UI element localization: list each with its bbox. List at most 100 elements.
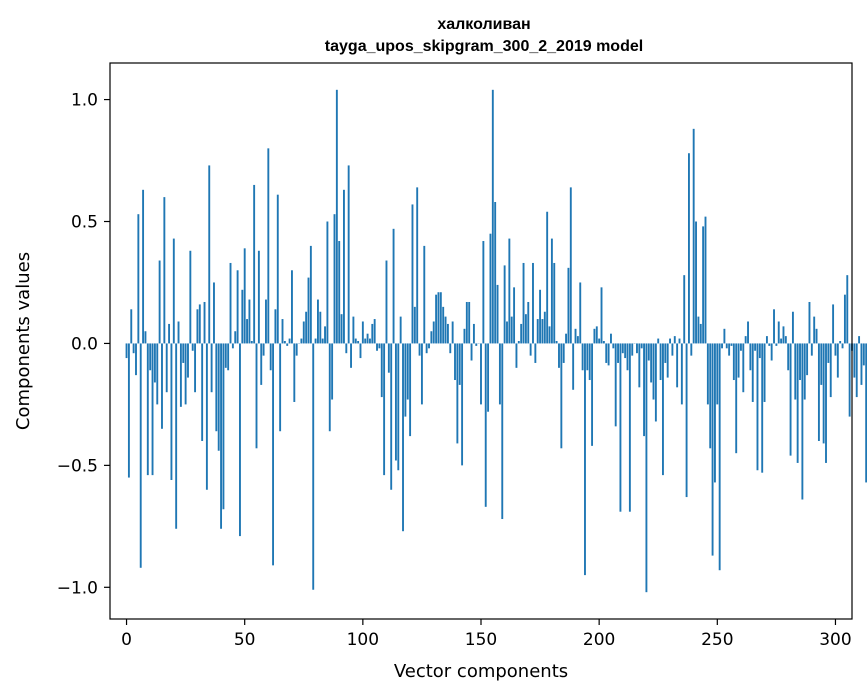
bar-213	[628, 343, 631, 512]
bar-313	[865, 343, 867, 483]
x-axis-ticks: 0 50 100 150 200 250 300	[121, 619, 852, 650]
bar-75	[302, 321, 305, 344]
bar-128	[428, 343, 430, 349]
bar-119	[406, 343, 409, 400]
bar-310	[858, 336, 861, 344]
bar-96	[352, 316, 355, 344]
bar-214	[631, 343, 634, 356]
bar-176	[541, 319, 544, 344]
bar-34	[205, 343, 208, 490]
bar-157	[496, 284, 499, 344]
bar-232	[673, 336, 676, 344]
bar-1	[127, 343, 130, 478]
bar-192	[579, 282, 582, 344]
bar-139	[454, 343, 456, 381]
bar-83	[321, 338, 324, 344]
bar-135	[444, 316, 447, 344]
bar-41	[222, 343, 225, 510]
bar-201	[600, 287, 603, 344]
bar-13	[156, 343, 159, 405]
bar-281	[789, 343, 792, 456]
bar-300	[834, 343, 837, 356]
bar-156	[494, 202, 497, 344]
bar-112	[390, 343, 393, 490]
bar-141	[458, 343, 461, 385]
bar-140	[456, 343, 459, 444]
bar-284	[796, 343, 799, 463]
bar-58	[262, 343, 265, 356]
bar-35	[208, 165, 211, 344]
bar-257	[732, 343, 735, 381]
bar-113	[392, 228, 395, 344]
y-axis-ticks: −1.0 −0.5 0.0 0.5 1.0	[57, 91, 110, 598]
bar-245	[704, 216, 707, 344]
bar-266	[754, 343, 757, 351]
bar-26	[187, 343, 189, 378]
bar-95	[350, 343, 352, 368]
bar-276	[777, 321, 780, 344]
bar-231	[671, 343, 674, 356]
bar-153	[487, 343, 490, 412]
bar-208	[617, 343, 619, 363]
bar-150	[480, 343, 482, 405]
bar-126	[423, 245, 426, 344]
x-tick-label: 300	[819, 630, 851, 650]
bar-154	[489, 233, 492, 344]
bar-239	[690, 343, 693, 356]
bar-151	[482, 241, 485, 344]
bar-238	[688, 153, 690, 344]
bar-249	[714, 343, 716, 483]
bar-309	[855, 343, 858, 398]
bar-188	[569, 187, 572, 344]
bar-233	[676, 343, 679, 388]
bar-102	[366, 333, 369, 344]
bar-168	[522, 262, 525, 344]
bar-194	[584, 343, 586, 576]
bar-189	[572, 343, 575, 390]
bar-169	[524, 314, 527, 344]
bar-269	[761, 343, 764, 473]
bar-105	[373, 319, 376, 344]
bar-167	[520, 323, 523, 344]
bar-155	[491, 89, 494, 344]
bar-235	[680, 343, 683, 405]
bar-25	[184, 343, 187, 405]
bar-204	[607, 343, 610, 366]
bar-223	[652, 343, 655, 400]
bar-282	[791, 311, 794, 344]
bar-71	[293, 343, 296, 402]
bar-292	[815, 328, 818, 344]
bar-89	[335, 89, 338, 344]
bar-45	[231, 343, 234, 349]
bar-15	[161, 343, 163, 429]
bar-101	[364, 338, 367, 344]
bar-206	[612, 343, 615, 349]
bar-142	[461, 343, 464, 466]
bar-302	[839, 341, 842, 344]
bar-164	[513, 287, 516, 344]
bar-299	[832, 304, 835, 344]
bar-90	[338, 241, 341, 344]
bar-265	[751, 343, 754, 402]
bar-283	[794, 343, 797, 400]
bar-2	[130, 309, 133, 344]
bar-51	[246, 319, 248, 344]
bar-227	[662, 343, 664, 476]
bar-20	[172, 238, 175, 344]
bar-118	[404, 343, 407, 417]
x-tick-label: 0	[121, 630, 132, 650]
bar-121	[411, 204, 414, 344]
bar-311	[860, 343, 863, 385]
bar-253	[723, 328, 726, 344]
bar-31	[198, 304, 201, 344]
bar-14	[158, 260, 161, 344]
bar-186	[565, 333, 568, 344]
bar-124	[418, 343, 421, 356]
bar-36	[210, 343, 213, 393]
bar-174	[536, 319, 539, 344]
bar-28	[191, 343, 194, 351]
bar-252	[721, 343, 723, 349]
bar-146	[470, 343, 473, 361]
bar-127	[425, 343, 428, 354]
bar-10	[149, 343, 152, 371]
